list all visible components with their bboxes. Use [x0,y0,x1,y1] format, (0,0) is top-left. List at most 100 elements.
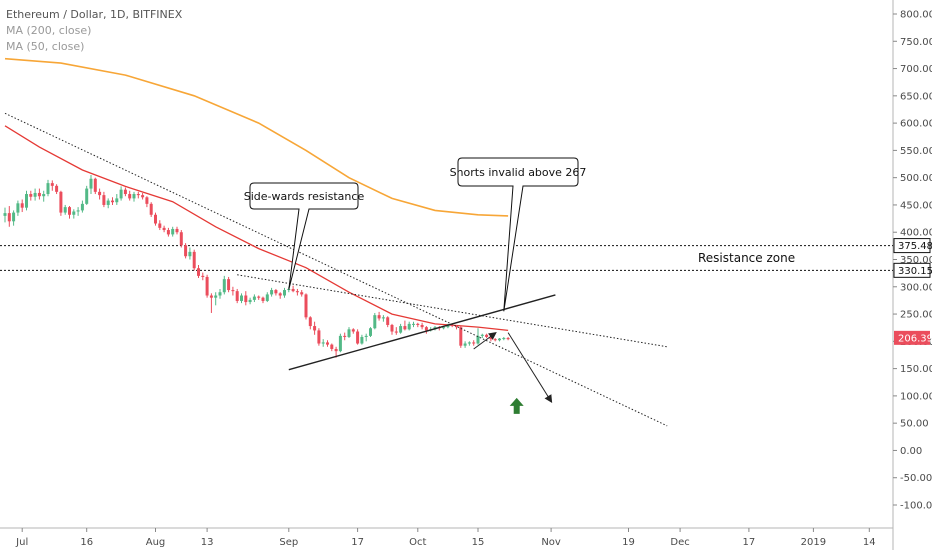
candle-body [252,296,256,300]
candle-body [85,188,89,204]
y-tick-label: 550.00 [900,146,932,157]
candle-body [20,203,24,208]
candle-body [321,342,325,344]
candle-body [111,200,114,203]
candle-body [373,315,377,329]
y-tick-label: 600.00 [900,119,932,130]
shorts-invalid-callout [457,157,579,312]
candle-body [424,327,428,331]
candle-body [115,198,119,203]
candle-body [33,192,37,197]
candle-body [480,334,484,336]
candle-body [416,323,420,325]
x-tick-label: 15 [472,537,485,548]
candle-body [42,194,46,197]
candle-body [278,293,282,296]
legend-title: Ethereum / Dollar, 1D, BITFINEX [6,8,183,21]
candle-body [136,194,140,196]
x-tick-label: Nov [541,537,561,548]
buy-arrow-icon [509,397,524,414]
trendline [237,274,668,348]
candle-body [93,178,97,192]
candle-body [390,324,394,332]
candle-body [291,288,295,292]
candle-body [235,291,239,301]
resistance-price-badge [893,262,931,278]
x-tick-label: 16 [80,537,93,548]
candle-body [68,207,71,215]
y-tick-label: 800.00 [900,10,932,21]
candle-body [179,232,183,246]
candle-body [128,194,132,199]
candle-body [227,279,231,291]
candle-body [106,200,110,205]
x-tick-label: Jul [15,537,28,548]
legend-ma200: MA (200, close) [6,24,92,37]
trendline [4,112,668,427]
candle-body [132,194,136,199]
candle-body [420,324,424,328]
candle-body [25,194,28,208]
candle-body [145,197,149,204]
candle-body [377,315,381,319]
projection-arrow [473,331,497,350]
x-tick-label: 2019 [801,537,826,548]
candle-body [192,251,196,269]
last-price-label: 206.39 [898,333,932,344]
candle-body [248,299,252,303]
y-tick-label: 700.00 [900,64,932,75]
candle-body [394,331,398,333]
candle-body [463,343,467,346]
candle-body [265,294,269,301]
y-tick-label: 250.00 [900,310,932,321]
candle-body [347,329,351,337]
candle-body [214,295,218,298]
x-tick-label: Aug [146,537,166,548]
candle-body [261,297,265,301]
candle-body [209,295,213,298]
candle-body [205,276,209,296]
candle-body [498,338,501,341]
candle-body [313,326,317,331]
x-tick-label: 19 [622,537,635,548]
resistance-price-badge [893,238,931,254]
candle-body [201,275,205,277]
candle-body [188,251,192,257]
candle-body [89,178,93,189]
candle-body [16,203,20,213]
candle-body [403,326,407,330]
candle-body [283,290,286,296]
candle-body [300,292,304,295]
resistance-price-label: 375.48 [898,241,932,252]
x-tick-label: Dec [670,537,689,548]
candle-body [369,328,372,336]
candle-body [149,203,153,215]
candle-body [304,294,308,318]
candle-body [317,330,321,344]
candle-body [231,290,235,292]
candle-body [334,348,338,352]
candle-body [485,334,489,337]
candle-body [184,245,188,257]
candle-body [450,324,454,327]
candle-body [257,296,261,298]
candle-body [102,195,106,205]
candle-body [76,210,80,212]
candle-body [46,183,50,195]
x-tick-label: 17 [351,537,364,548]
sidewards-resistance-callout [249,182,359,290]
candle-body [493,339,497,341]
y-tick-label: 500.00 [900,173,932,184]
candle-body [386,317,390,325]
y-tick-label: 650.00 [900,91,932,102]
candle-body [446,324,450,328]
candle-body [467,342,471,344]
candle-body [29,194,33,197]
candle-body [356,331,360,344]
ma200-line [4,57,509,217]
resistance-zone-label: Resistance zone [698,251,795,265]
y-tick-label: 0.00 [900,446,922,457]
candle-body [98,191,102,196]
candle-body [218,292,222,296]
